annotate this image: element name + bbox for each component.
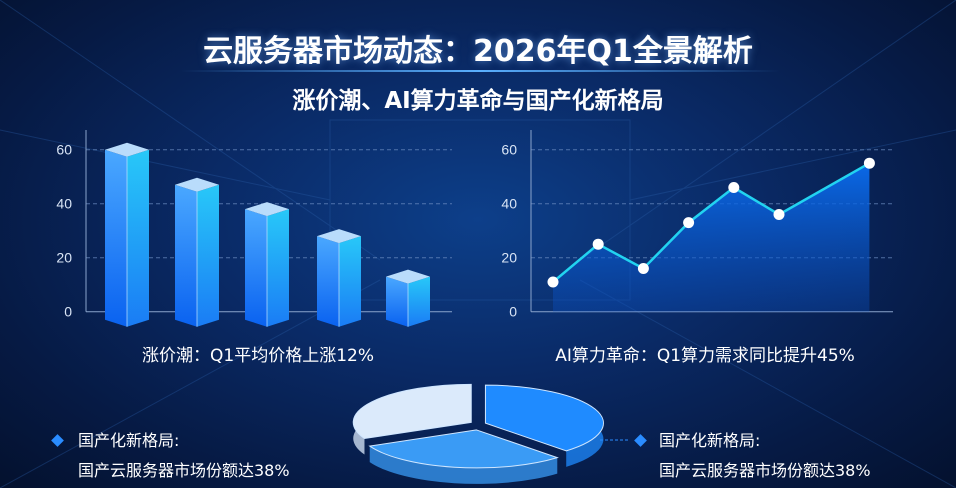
pie-slice — [484, 384, 604, 467]
bar-front-left — [317, 236, 339, 327]
bar-top — [386, 269, 430, 284]
area-fill — [553, 163, 870, 312]
left-note-heading: 国产化新格局: — [78, 431, 180, 450]
left-note-text: 国产云服务器市场份额达38% — [78, 461, 290, 480]
bar-front-left — [245, 209, 267, 327]
bar-chart-ytick-label: 60 — [56, 142, 72, 158]
bar-top — [317, 229, 361, 244]
data-point — [773, 209, 785, 220]
bar-chart-ytick-label: 20 — [56, 250, 72, 266]
bar — [175, 177, 219, 327]
bar-front-left — [175, 184, 197, 327]
bar-front-right — [408, 276, 430, 327]
line-chart-caption: AI算力革命：Q1算力需求同比提升45% — [555, 346, 855, 366]
pie-slice-top — [484, 384, 604, 452]
line-chart-ytick-label: 60 — [501, 142, 517, 158]
page-title: 云服务器市场动态：2026年Q1全景解析 — [203, 34, 753, 69]
data-point — [728, 182, 740, 193]
page-subtitle: 涨价潮、AI算力革命与国产化新格局 — [292, 88, 664, 114]
bar-top — [175, 177, 219, 192]
pie-slice — [352, 383, 472, 455]
title-divider — [180, 70, 780, 72]
bar-chart-caption: 涨价潮：Q1平均价格上涨12% — [142, 346, 374, 366]
bar-front-left — [386, 276, 408, 327]
right-note-text: 国产云服务器市场份额达38% — [659, 461, 871, 480]
pie-slice — [368, 429, 559, 484]
data-point — [637, 263, 649, 274]
data-point — [683, 217, 695, 229]
line-chart-ytick-label: 20 — [501, 250, 517, 266]
bar — [105, 142, 149, 327]
bar-chart-ytick-label: 40 — [56, 196, 72, 212]
pie-slice-top — [352, 383, 472, 440]
bar-top — [245, 202, 289, 217]
pie-slice-top — [368, 429, 559, 469]
bar — [386, 269, 430, 327]
bar-front-right — [339, 236, 361, 327]
bar-front-right — [127, 149, 149, 327]
bar-chart-ytick-label: 0 — [64, 304, 72, 320]
data-point — [547, 276, 559, 288]
pie-slice-side — [369, 446, 558, 484]
line-chart-ytick-label: 40 — [501, 196, 517, 212]
bar-front-right — [197, 184, 219, 327]
right-note-heading: 国产化新格局: — [659, 431, 761, 450]
bar-top — [105, 142, 149, 157]
bar-front-right — [267, 209, 289, 327]
line-chart-ytick-label: 0 — [509, 304, 517, 320]
bar — [245, 202, 289, 327]
bar — [317, 229, 361, 327]
data-point — [592, 238, 604, 250]
data-point — [863, 157, 875, 169]
bar-front-left — [105, 149, 127, 327]
